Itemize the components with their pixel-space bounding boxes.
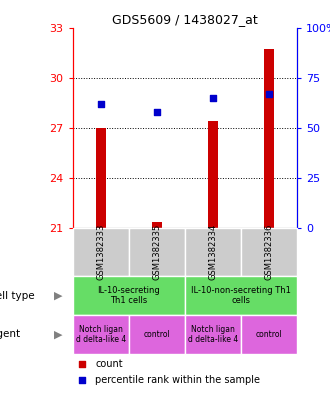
Text: GSM1382333: GSM1382333 bbox=[96, 224, 105, 280]
Bar bbox=[129, 315, 185, 354]
Bar bbox=[241, 315, 297, 354]
Text: control: control bbox=[255, 330, 282, 339]
Bar bbox=[208, 121, 218, 228]
Text: percentile rank within the sample: percentile rank within the sample bbox=[95, 375, 260, 385]
Point bbox=[154, 108, 159, 115]
Text: GSM1382336: GSM1382336 bbox=[264, 224, 274, 280]
Point bbox=[98, 101, 103, 107]
Bar bbox=[185, 315, 241, 354]
Bar bbox=[96, 128, 106, 228]
Bar bbox=[73, 228, 129, 276]
Text: Notch ligan
d delta-like 4: Notch ligan d delta-like 4 bbox=[188, 325, 238, 344]
Point bbox=[266, 90, 272, 97]
Text: ▶: ▶ bbox=[54, 329, 63, 339]
Text: GSM1382334: GSM1382334 bbox=[208, 224, 217, 280]
Bar bbox=[152, 222, 162, 228]
Text: Notch ligan
d delta-like 4: Notch ligan d delta-like 4 bbox=[76, 325, 126, 344]
Point bbox=[79, 377, 84, 383]
Bar bbox=[185, 228, 241, 276]
Title: GDS5609 / 1438027_at: GDS5609 / 1438027_at bbox=[112, 13, 258, 26]
Bar bbox=[185, 276, 297, 315]
Bar bbox=[129, 228, 185, 276]
Text: agent: agent bbox=[0, 329, 20, 339]
Point bbox=[210, 95, 215, 101]
Text: IL-10-non-secreting Th1
cells: IL-10-non-secreting Th1 cells bbox=[191, 286, 291, 305]
Text: GSM1382335: GSM1382335 bbox=[152, 224, 161, 280]
Point bbox=[79, 360, 84, 367]
Text: cell type: cell type bbox=[0, 290, 35, 301]
Bar bbox=[241, 228, 297, 276]
Bar bbox=[73, 315, 129, 354]
Bar bbox=[73, 276, 185, 315]
Text: ▶: ▶ bbox=[54, 290, 63, 301]
Text: control: control bbox=[143, 330, 170, 339]
Text: IL-10-secreting
Th1 cells: IL-10-secreting Th1 cells bbox=[97, 286, 160, 305]
Text: count: count bbox=[95, 358, 123, 369]
Bar bbox=[264, 49, 274, 228]
